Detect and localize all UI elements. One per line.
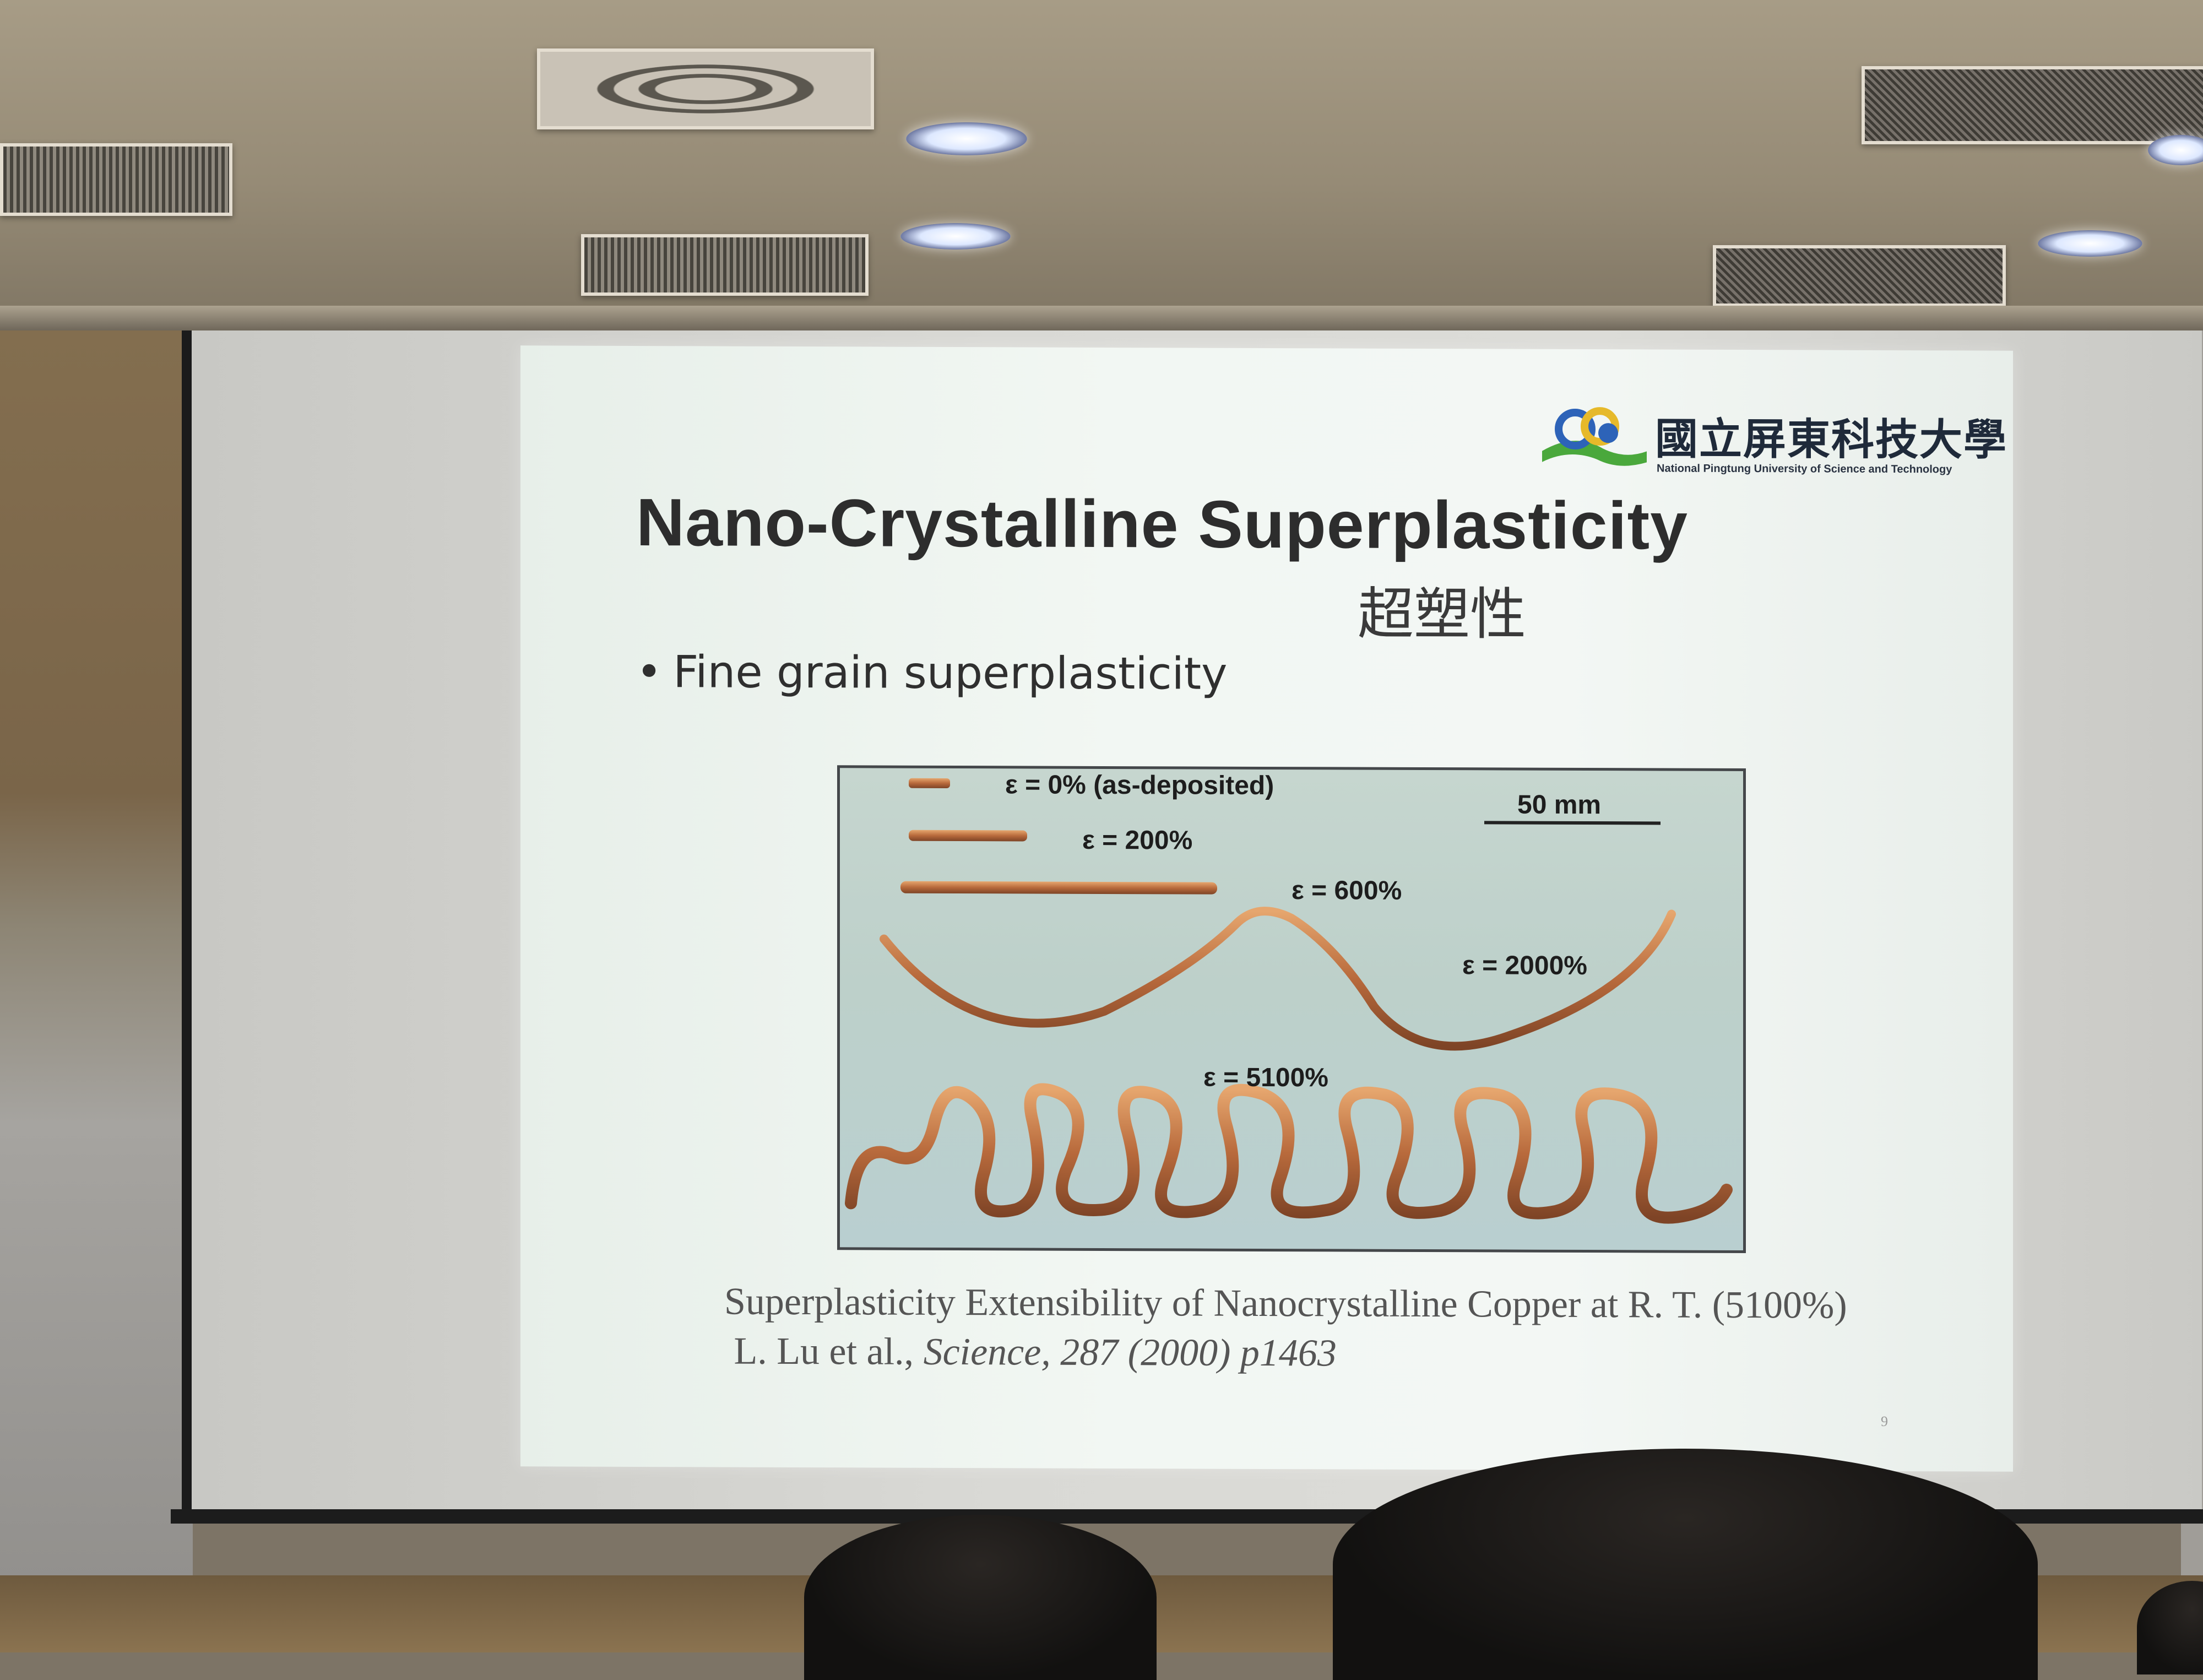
bullet-item: • Fine grain superplasticity (636, 646, 1228, 700)
copper-strip-200 (909, 830, 1027, 842)
university-name-english: National Pingtung University of Science … (1657, 462, 1952, 476)
label-strain-0: ε = 0% (as-deposited) (1005, 770, 1274, 800)
ceiling-vent (1862, 66, 2203, 144)
copper-strip-2000 (880, 907, 1676, 1051)
caption-authors: L. Lu et al., (734, 1330, 924, 1373)
ceiling-vent (0, 143, 232, 216)
caption-reference: Science, 287 (2000) p1463 (923, 1330, 1337, 1375)
bullet-text: Fine grain superplasticity (673, 646, 1228, 700)
copper-strain-photo: ε = 0% (as-deposited) ε = 200% ε = 600% … (837, 765, 1746, 1254)
audience-head (804, 1515, 1157, 1680)
bullet-dot: • (636, 646, 663, 698)
figure-caption: Superplasticity Extensibility of Nanocry… (724, 1277, 1847, 1380)
ceiling-light (906, 122, 1027, 155)
slide-page-number: 9 (1881, 1413, 1888, 1429)
left-wall (0, 330, 193, 1652)
ceiling-light (2038, 230, 2142, 257)
ceiling-vent (1713, 245, 2006, 307)
projected-slide: 國立屏東科技大學 National Pingtung University of… (520, 345, 2013, 1472)
university-logo-mark (1542, 407, 1647, 466)
caption-line-2: L. Lu et al., Science, 287 (2000) p1463 (724, 1327, 1847, 1380)
label-strain-200: ε = 200% (1082, 826, 1192, 855)
copper-strip-0 (909, 778, 950, 788)
label-strain-5100: ε = 5100% (1203, 1063, 1328, 1093)
slide-title-chinese: 超塑性 (1358, 581, 1526, 648)
label-strain-600: ε = 600% (1292, 876, 1402, 906)
ceiling-vent (537, 48, 874, 129)
copper-strain-illustration: ε = 0% (as-deposited) ε = 200% ε = 600% … (845, 770, 1733, 1224)
university-name-chinese: 國立屏東科技大學 (1655, 414, 2008, 465)
ceiling-light (2148, 135, 2203, 165)
label-scale-bar: 50 mm (1517, 790, 1601, 820)
label-strain-2000: ε = 2000% (1462, 951, 1587, 980)
copper-strip-600 (900, 881, 1217, 895)
slide-title: Nano-Crystalline Superplasticity (636, 485, 1688, 563)
ceiling-vent (581, 234, 869, 296)
audience-head (1333, 1449, 2038, 1680)
scale-bar (1484, 821, 1661, 825)
ceiling-edge (0, 306, 2203, 330)
copper-strip-5100 (845, 1083, 1733, 1224)
ceiling-light (900, 223, 1011, 250)
university-logo: 國立屏東科技大學 National Pingtung University of… (1537, 399, 2007, 494)
caption-line-1: Superplasticity Extensibility of Nanocry… (724, 1280, 1847, 1327)
